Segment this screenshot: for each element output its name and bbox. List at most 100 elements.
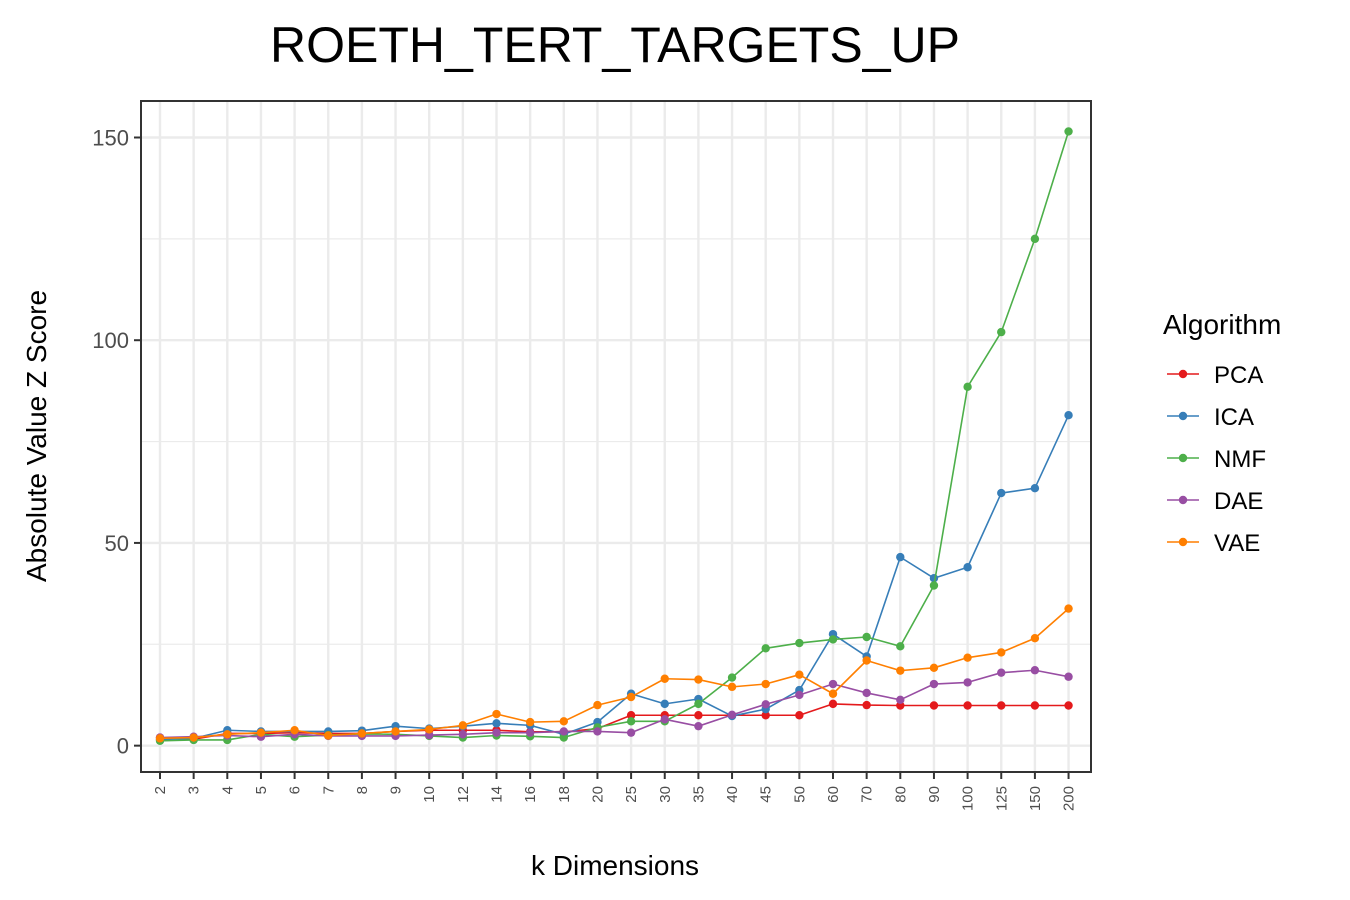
x-tick-label: 9 — [388, 786, 405, 794]
data-point-pca — [997, 701, 1006, 710]
x-tick-label: 80 — [892, 786, 909, 803]
data-point-vae — [290, 726, 299, 735]
y-tick-label: 50 — [105, 531, 129, 556]
data-point-nmf — [727, 673, 737, 682]
data-point-vae — [425, 725, 434, 734]
legend-title: Algorithm — [1163, 309, 1281, 340]
data-point-dae — [492, 728, 501, 737]
data-point-pca — [694, 711, 703, 720]
x-tick-label: 4 — [219, 786, 236, 794]
data-point-nmf — [694, 699, 703, 709]
data-point-ica — [896, 552, 905, 562]
data-point-pca — [929, 701, 939, 710]
x-tick-label: 150 — [1027, 786, 1044, 811]
data-point-nmf — [896, 642, 905, 651]
legend-label-pca: PCA — [1214, 362, 1263, 389]
data-point-vae — [862, 656, 871, 665]
x-tick-label: 45 — [758, 786, 775, 803]
data-point-pca — [626, 711, 636, 720]
x-tick-label: 100 — [960, 786, 977, 811]
x-tick-label: 12 — [455, 786, 472, 803]
data-point-vae — [896, 666, 905, 675]
data-point-vae — [761, 679, 770, 689]
x-tick-label: 25 — [623, 786, 640, 803]
legend-label-vae: VAE — [1214, 530, 1260, 557]
data-point-vae — [559, 717, 568, 726]
series-line-nmf — [159, 131, 1070, 742]
data-point-vae — [1030, 634, 1040, 643]
legend: Algorithm PCA ICA NMF DAE VAE — [1163, 309, 1281, 557]
data-point-ica — [963, 563, 972, 572]
series-dae — [155, 666, 1073, 742]
legend-marker-nmf — [1178, 453, 1188, 463]
data-point-nmf — [626, 717, 636, 726]
legend-item-vae: VAE — [1167, 530, 1260, 557]
data-point-dae — [1064, 672, 1073, 681]
x-tick-label: 35 — [690, 786, 707, 803]
x-tick-label: 16 — [522, 786, 539, 803]
data-point-pca — [761, 711, 770, 720]
data-point-ica — [1030, 483, 1040, 493]
legend-label-dae: DAE — [1214, 488, 1263, 515]
legend-marker-vae — [1178, 537, 1188, 547]
data-point-vae — [828, 689, 838, 698]
data-point-dae — [997, 668, 1006, 677]
data-point-vae — [324, 731, 333, 740]
data-point-dae — [761, 700, 770, 709]
legend-item-nmf: NMF — [1167, 446, 1266, 473]
data-point-dae — [929, 679, 939, 689]
data-point-vae — [189, 733, 198, 742]
data-point-pca — [1030, 701, 1040, 710]
x-tick-label: 8 — [354, 786, 371, 794]
series-line-ica — [159, 414, 1070, 741]
data-point-vae — [997, 648, 1006, 657]
y-axis-title: Absolute Value Z Score — [21, 290, 52, 582]
legend-marker-pca — [1178, 369, 1188, 379]
x-tick-label: 10 — [421, 786, 438, 803]
data-point-vae — [492, 709, 501, 719]
data-point-vae — [357, 729, 367, 738]
data-point-pca — [862, 700, 871, 710]
data-point-nmf — [997, 327, 1006, 337]
series-vae — [155, 604, 1073, 743]
x-tick-label: 70 — [859, 786, 876, 803]
x-tick-label: 7 — [320, 786, 337, 794]
data-point-nmf — [929, 581, 939, 590]
x-tick-label: 90 — [926, 786, 943, 803]
data-point-nmf — [795, 638, 804, 648]
chart-title: ROETH_TERT_TARGETS_UP — [270, 17, 960, 73]
data-point-vae — [795, 670, 804, 679]
y-tick-label: 0 — [117, 734, 129, 759]
data-point-vae — [391, 727, 400, 736]
x-tick-label: 30 — [657, 786, 674, 803]
data-point-vae — [458, 721, 468, 730]
data-point-dae — [525, 728, 535, 737]
data-point-dae — [828, 679, 838, 689]
data-point-ica — [1064, 411, 1073, 420]
legend-marker-dae — [1178, 495, 1188, 505]
data-point-nmf — [963, 382, 972, 392]
x-tick-label: 200 — [1061, 786, 1078, 811]
data-point-dae — [896, 695, 905, 705]
data-point-nmf — [1030, 234, 1040, 244]
data-point-vae — [256, 728, 266, 737]
legend-item-ica: ICA — [1167, 404, 1254, 431]
data-point-dae — [593, 727, 602, 736]
data-point-dae — [795, 690, 804, 700]
data-point-nmf — [828, 635, 838, 644]
x-tick-label: 125 — [993, 786, 1010, 811]
data-point-vae — [929, 663, 939, 673]
data-point-dae — [727, 710, 737, 720]
data-point-dae — [660, 715, 669, 724]
x-tick-label: 20 — [589, 786, 606, 803]
data-point-ica — [492, 719, 501, 728]
plot-panel-border — [140, 100, 1092, 773]
data-point-dae — [458, 730, 468, 739]
data-point-vae — [963, 653, 972, 662]
series-line-dae — [159, 669, 1069, 739]
data-point-vae — [223, 730, 232, 739]
data-point-vae — [593, 700, 602, 710]
data-point-vae — [626, 692, 636, 702]
data-point-pca — [795, 711, 804, 720]
